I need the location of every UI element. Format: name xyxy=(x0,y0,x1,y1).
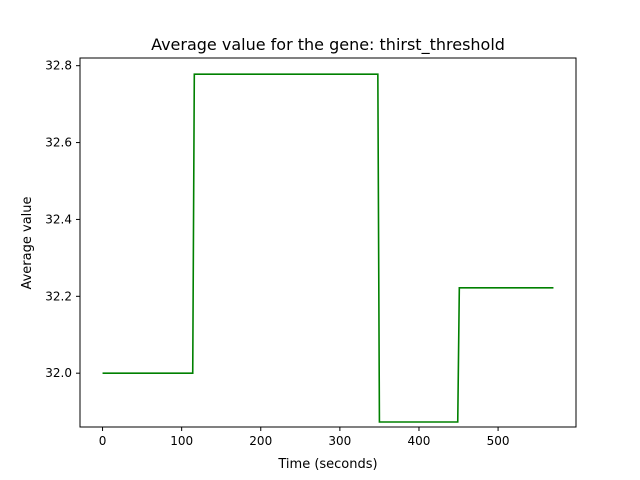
chart-title: Average value for the gene: thirst_thres… xyxy=(151,35,505,55)
plot-area xyxy=(79,57,577,428)
x-tick-label: 500 xyxy=(487,434,510,448)
series-line-0 xyxy=(102,73,554,423)
y-axis-ticks: 32.0 32.2 32.4 32.6 32.8 xyxy=(45,59,80,380)
x-tick-label: 200 xyxy=(249,434,272,448)
y-tick-label: 32.2 xyxy=(45,289,72,303)
x-tick-label: 400 xyxy=(408,434,431,448)
x-tick-label: 300 xyxy=(328,434,351,448)
x-tick-label: 100 xyxy=(170,434,193,448)
x-axis-label: Time (seconds) xyxy=(277,457,377,472)
y-tick-label: 32.8 xyxy=(45,59,72,73)
y-tick-label: 32.6 xyxy=(45,136,72,150)
y-tick-label: 32.4 xyxy=(45,212,72,226)
x-tick-label: 0 xyxy=(99,434,107,448)
x-axis-ticks: 0 100 200 300 400 500 xyxy=(99,427,510,448)
y-tick-label: 32.0 xyxy=(45,366,72,380)
plot-frame xyxy=(79,57,577,428)
y-axis-label: Average value xyxy=(20,196,35,289)
